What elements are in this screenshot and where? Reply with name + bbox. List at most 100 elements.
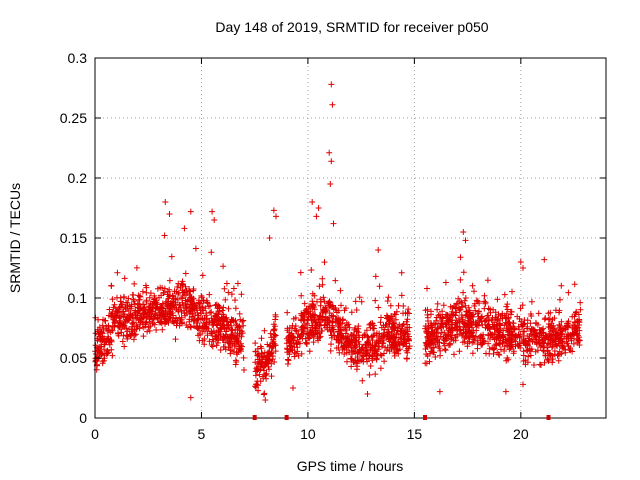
- data-point: [363, 346, 370, 353]
- data-point: [449, 317, 456, 324]
- grid-layer: [95, 58, 606, 418]
- data-point: [191, 323, 197, 330]
- data-point: [130, 319, 137, 326]
- data-point: [305, 331, 312, 338]
- data-point: [319, 275, 326, 282]
- data-point: [524, 323, 531, 330]
- data-point: [362, 341, 369, 348]
- data-point: [505, 340, 511, 347]
- data-point: [261, 367, 267, 374]
- data-point: [159, 300, 166, 307]
- data-point: [119, 301, 126, 308]
- data-point: [254, 352, 261, 359]
- data-point: [119, 338, 126, 345]
- data-point: [157, 319, 164, 326]
- data-point: [541, 343, 548, 349]
- data-point: [329, 318, 336, 325]
- data-point: [124, 333, 131, 340]
- data-point: [159, 305, 166, 312]
- x-tick-label: 5: [198, 426, 206, 442]
- data-point: [143, 289, 150, 296]
- data-point: [423, 360, 430, 367]
- data-point: [331, 333, 338, 340]
- data-point: [387, 317, 394, 324]
- data-point: [394, 345, 401, 352]
- data-point: [205, 303, 212, 310]
- data-point: [327, 328, 334, 335]
- y-tick-label: 0.15: [60, 230, 87, 246]
- data-point: [182, 297, 189, 304]
- data-point: [211, 313, 218, 319]
- data-point: [355, 358, 362, 365]
- data-point: [429, 345, 435, 352]
- data-point: [442, 335, 449, 342]
- data-point: [520, 265, 526, 271]
- data-point: [232, 305, 239, 312]
- data-point: [573, 308, 580, 315]
- data-point: [140, 301, 147, 308]
- data-point: [506, 325, 513, 332]
- data-point: [297, 269, 304, 276]
- data-point: [353, 366, 360, 373]
- data-point: [332, 306, 339, 313]
- gap-markers: [252, 415, 551, 420]
- data-point: [567, 345, 574, 351]
- data-point: [336, 349, 343, 356]
- data-point: [286, 342, 293, 349]
- data-point: [406, 310, 412, 317]
- data-point: [236, 330, 243, 337]
- data-point: [558, 338, 565, 344]
- data-point: [432, 354, 439, 360]
- gap-marker: [423, 415, 428, 420]
- data-point: [213, 301, 220, 308]
- data-point: [474, 341, 481, 347]
- data-point: [531, 362, 537, 368]
- data-point: [272, 332, 279, 339]
- data-point: [199, 272, 206, 279]
- data-point: [381, 326, 388, 333]
- data-point: [402, 336, 408, 343]
- data-point: [449, 305, 456, 311]
- data-point: [294, 344, 301, 351]
- data-point: [551, 351, 558, 358]
- data-point: [492, 314, 499, 321]
- data-point: [432, 321, 439, 328]
- data-point: [520, 348, 527, 355]
- data-point: [190, 317, 197, 324]
- data-point: [307, 326, 314, 333]
- data-point: [462, 329, 469, 336]
- data-point: [298, 292, 305, 299]
- data-point: [536, 340, 543, 347]
- data-point: [202, 323, 209, 330]
- data-point: [329, 322, 335, 329]
- data-point: [146, 327, 153, 334]
- data-point: [550, 322, 557, 329]
- data-point: [252, 383, 259, 390]
- data-point: [262, 372, 269, 379]
- data-point: [520, 321, 527, 328]
- data-point: [554, 343, 561, 350]
- data-point: [363, 327, 370, 334]
- data-point: [176, 301, 183, 308]
- data-point: [349, 351, 355, 358]
- data-point: [139, 288, 146, 295]
- data-point: [184, 324, 191, 331]
- data-point: [309, 290, 316, 297]
- data-point: [238, 291, 245, 298]
- data-point: [479, 337, 486, 344]
- data-point: [230, 348, 237, 355]
- data-point: [220, 337, 227, 344]
- data-point: [144, 310, 151, 317]
- data-point: [295, 338, 302, 345]
- data-point: [321, 298, 328, 305]
- data-point: [319, 316, 325, 323]
- data-point: [557, 296, 563, 303]
- data-point: [335, 315, 342, 321]
- x-axis-label: GPS time / hours: [297, 458, 404, 474]
- data-point: [462, 312, 469, 319]
- data-point: [462, 302, 469, 309]
- data-point: [212, 332, 219, 339]
- data-point: [485, 312, 492, 319]
- data-point: [188, 308, 195, 314]
